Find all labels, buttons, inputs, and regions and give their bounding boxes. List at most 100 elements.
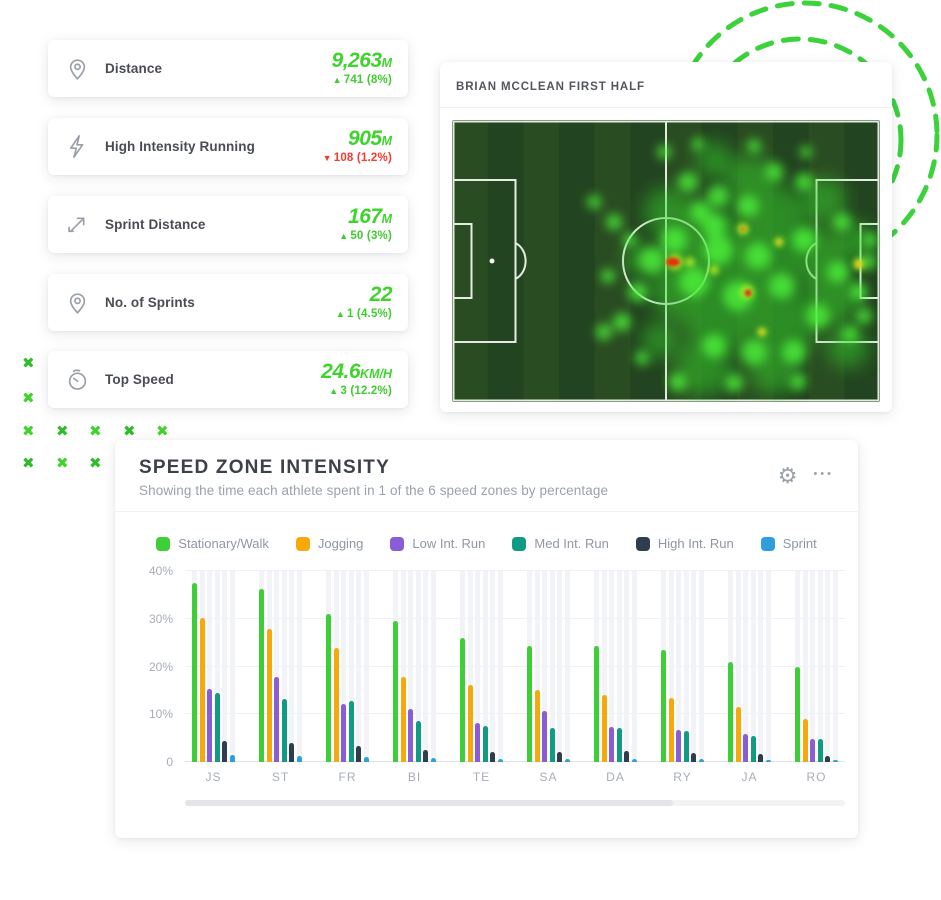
decor-cross-icon: ✖: [89, 422, 102, 440]
chart-scrollbar-track[interactable]: [185, 800, 845, 806]
bar-slot: [735, 571, 741, 762]
legend-swatch-icon: [512, 536, 527, 551]
bar-slot: [825, 571, 831, 762]
chart-scrollbar-thumb[interactable]: [185, 800, 674, 806]
legend-swatch-icon: [156, 536, 171, 551]
stat-unit: M: [381, 212, 392, 227]
legend-item-stationary-walk[interactable]: Stationary/Walk: [156, 536, 269, 551]
legend-swatch-icon: [635, 536, 650, 551]
chart-groups: [185, 571, 845, 762]
x-axis-label: JS: [205, 770, 222, 784]
bar-sa-med-int-run: [549, 727, 555, 762]
stat-delta: ▲ 1 (4.5%): [335, 308, 392, 321]
bar-st-sprint: [296, 756, 302, 762]
stat-label: High Intensity Running: [105, 139, 255, 154]
legend-item-low-int-run[interactable]: Low Int. Run: [390, 536, 485, 551]
sprint-arrow-icon: [64, 211, 91, 238]
gridline: [185, 665, 845, 667]
more-options-icon[interactable]: •••: [813, 468, 834, 484]
legend-item-sprint[interactable]: Sprint: [760, 536, 817, 551]
bar-ro-med-int-run: [817, 739, 823, 762]
bar-slot: [832, 571, 838, 762]
bar-group-sa: [527, 571, 570, 762]
bar-bi-low-int-run: [408, 709, 414, 762]
chart-plot: 0 10% 20% 30% 40%: [149, 564, 845, 769]
bar-group-js: [192, 571, 235, 762]
bar-slot: [393, 571, 398, 762]
gridline: [185, 617, 845, 619]
legend-item-jogging[interactable]: Jogging: [295, 536, 363, 551]
x-axis-label: ST: [271, 770, 290, 784]
stopwatch-icon: [64, 366, 91, 393]
x-axis-label: RO: [806, 770, 827, 784]
bar-slot: [557, 571, 563, 762]
bar-slot: [296, 571, 302, 762]
bar-ry-high-int-run: [691, 752, 697, 762]
stat-card-top-speed: Top Speed 24.6KM/H ▲ 3 (12.2%): [48, 351, 408, 408]
heatmap-card: BRIAN MCCLEAN FIRST HALF: [440, 62, 892, 412]
delta-up-icon: ▲: [335, 309, 345, 320]
bar-ja-jogging: [735, 706, 741, 762]
bar-ry-jogging: [668, 698, 674, 762]
stat-unit: M: [381, 56, 392, 71]
legend-swatch-icon: [390, 536, 405, 551]
bar-te-med-int-run: [482, 725, 488, 762]
bar-slot: [415, 571, 421, 762]
bar-slot: [460, 571, 465, 762]
legend-item-med-int-run[interactable]: Med Int. Run: [512, 536, 609, 551]
bar-te-high-int-run: [490, 751, 496, 762]
bar-slot: [601, 571, 607, 762]
bar-slot: [683, 571, 689, 762]
bar-slot: [534, 571, 540, 762]
stat-card-high-intensity-running: High Intensity Running 905M ▼ 108 (1.2%): [48, 118, 408, 175]
x-axis-label: RY: [673, 770, 692, 784]
bar-slot: [691, 571, 697, 762]
bar-js-stationary-walk: [192, 582, 197, 762]
decor-cross-icon: ✖: [56, 454, 69, 472]
bar-slot: [430, 571, 436, 762]
bar-te-sprint: [497, 758, 503, 762]
x-axis-label: JA: [741, 770, 758, 784]
heatmap-title-row: BRIAN MCCLEAN FIRST HALF: [440, 62, 892, 108]
bar-slot: [564, 571, 570, 762]
decor-cross-icon: ✖: [56, 422, 69, 440]
bar-group-te: [460, 571, 503, 762]
settings-gear-icon[interactable]: ⚙: [777, 463, 798, 488]
x-axis-label: BI: [407, 770, 422, 784]
bar-js-high-int-run: [222, 741, 228, 762]
bar-st-stationary-walk: [259, 589, 264, 762]
legend-swatch-icon: [295, 536, 310, 551]
y-axis-tick: 20%: [148, 659, 173, 674]
legend-item-high-int-run[interactable]: High Int. Run: [635, 536, 734, 551]
bar-slot: [676, 571, 682, 762]
bar-slot: [616, 571, 622, 762]
bar-slot: [281, 571, 287, 762]
bar-slot: [214, 571, 220, 762]
stat-label: No. of Sprints: [105, 295, 195, 310]
bar-slot: [810, 571, 816, 762]
stat-delta: ▲ 741 (8%): [332, 74, 392, 87]
bar-slot: [266, 571, 272, 762]
decor-cross-icon: ✖: [123, 422, 136, 440]
legend-label: Sprint: [782, 536, 817, 551]
bar-st-high-int-run: [289, 742, 295, 762]
chart-legend: Stationary/Walk Jogging Low Int. Run Med In…: [115, 536, 858, 551]
bar-slot: [274, 571, 280, 762]
delta-up-icon: ▲: [329, 386, 339, 397]
x-axis-label: FR: [338, 770, 357, 784]
bar-slot: [594, 571, 599, 762]
gridline: [185, 713, 845, 715]
bar-js-jogging: [199, 618, 205, 762]
bar-da-stationary-walk: [594, 645, 599, 762]
chart-xlabels: JS ST FR BI TE SA DA RY JA RO: [185, 770, 845, 784]
bar-js-med-int-run: [214, 692, 220, 762]
bar-fr-sprint: [363, 757, 369, 762]
decor-cross-icon: ✖: [22, 389, 35, 407]
bar-da-low-int-run: [609, 727, 615, 762]
bar-slot: [192, 571, 197, 762]
lightning-icon: [64, 133, 91, 160]
bar-bi-stationary-walk: [393, 621, 398, 762]
bar-slot: [758, 571, 764, 762]
bar-slot: [631, 571, 637, 762]
